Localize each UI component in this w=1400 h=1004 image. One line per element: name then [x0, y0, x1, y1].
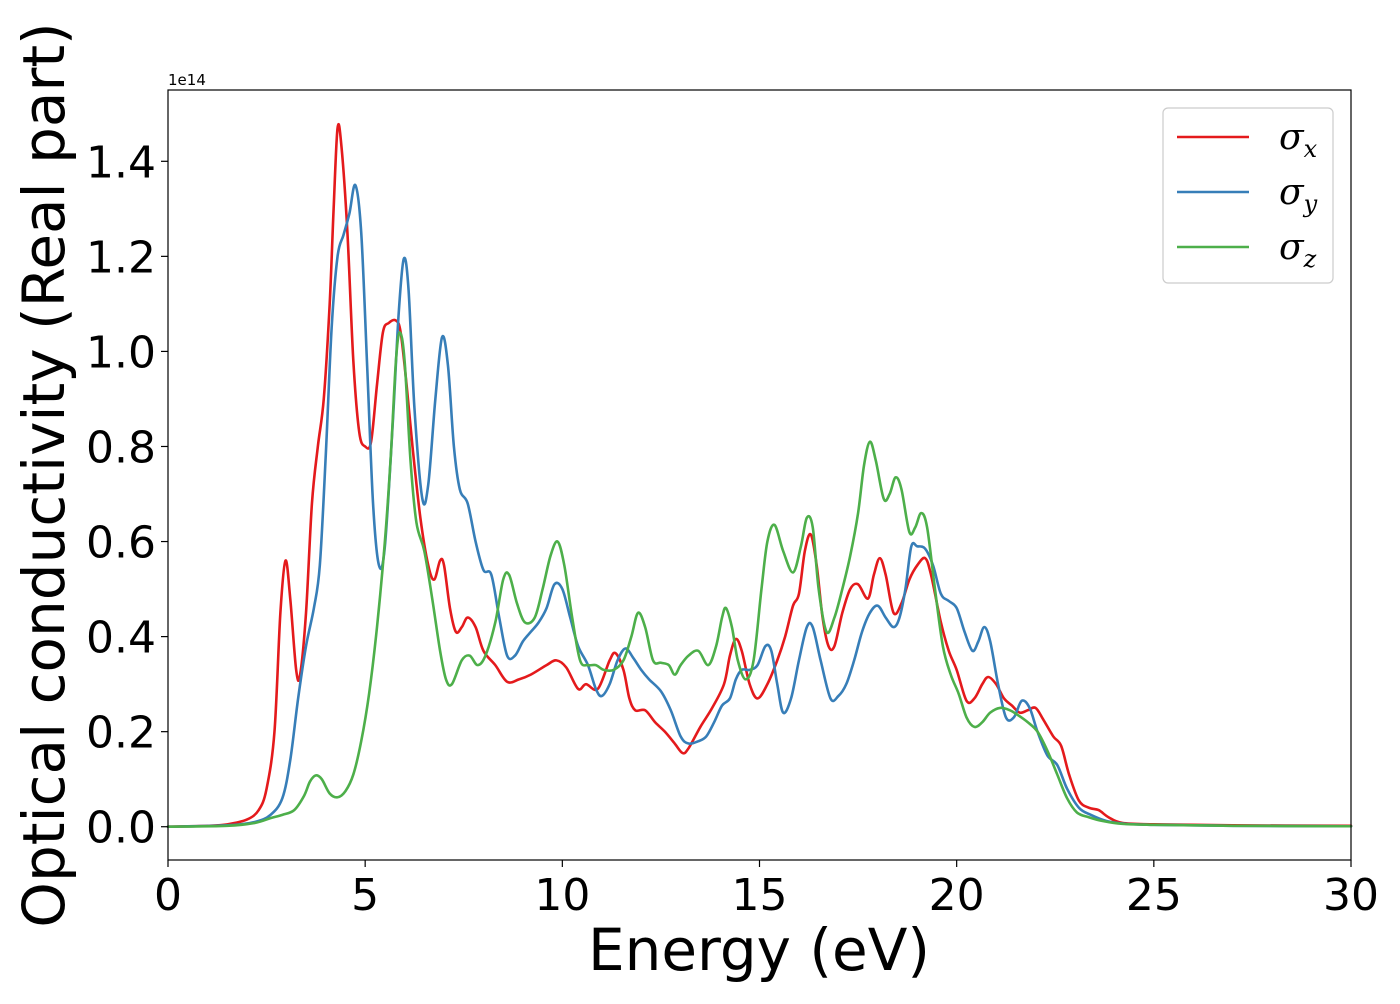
- y-tick-label: 1.0: [86, 327, 156, 378]
- legend-box: [1162, 107, 1334, 284]
- x-tick-label: 15: [732, 870, 788, 921]
- x-tick-label: 30: [1323, 870, 1379, 921]
- y-axis-offset-text: 1e14: [168, 71, 206, 89]
- y-tick-label: 0.6: [86, 518, 156, 569]
- x-tick-label: 0: [154, 870, 182, 921]
- y-tick-label: 0.2: [86, 708, 156, 759]
- series-line-x: [166, 122, 1353, 829]
- x-tick-label: 25: [1126, 870, 1182, 921]
- series-layer: [166, 122, 1353, 829]
- legend: σx σy σz: [1162, 107, 1334, 284]
- x-tick-label: 20: [929, 870, 985, 921]
- legend-label-z: σz: [1279, 227, 1317, 273]
- legend-label-x: σx: [1279, 117, 1318, 163]
- series-line-z: [166, 331, 1353, 829]
- y-tick-label: 1.4: [86, 137, 156, 188]
- y-tick-label: 0.8: [86, 422, 156, 473]
- x-tick-label: 10: [534, 870, 590, 921]
- x-tick-label: 5: [351, 870, 379, 921]
- x-axis-title: Energy (eV): [588, 916, 930, 984]
- series-line-y: [166, 183, 1353, 829]
- y-tick-label: 1.2: [86, 232, 156, 283]
- legend-label-y: σy: [1279, 172, 1318, 218]
- ticks-layer: 0 5 10 15 20 25 30 0.0 0.2 0.4 0.6 0.8 1.0 1.2 1.4: [86, 137, 1379, 921]
- y-tick-label: 0.4: [86, 613, 156, 664]
- y-axis-title: Optical conductivity (Real part): [10, 22, 78, 927]
- y-tick-label: 0.0: [86, 803, 156, 854]
